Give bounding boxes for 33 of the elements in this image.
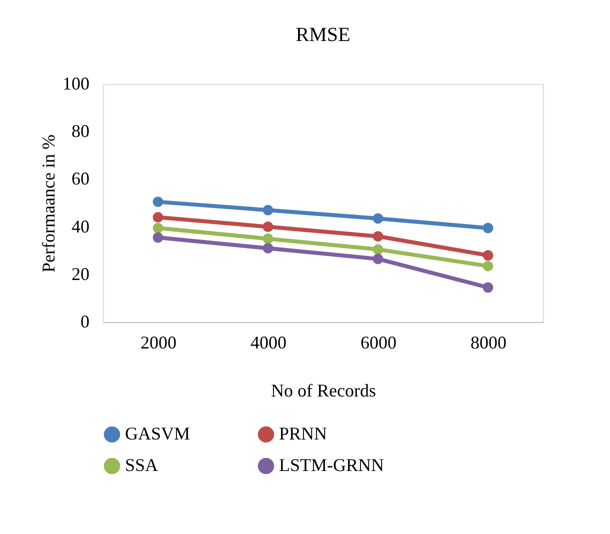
legend-label: PRNN bbox=[279, 423, 328, 444]
x-tick-label: 2000 bbox=[140, 332, 176, 352]
point bbox=[482, 250, 494, 261]
point bbox=[262, 242, 274, 254]
point bbox=[372, 213, 384, 224]
legend-label: LSTM-GRNN bbox=[279, 455, 384, 475]
point bbox=[482, 282, 494, 293]
point bbox=[372, 254, 384, 264]
x-tick-label: 6000 bbox=[360, 332, 396, 352]
point bbox=[262, 204, 274, 216]
legend-label: GASVM bbox=[125, 423, 190, 444]
point bbox=[482, 260, 494, 272]
point bbox=[152, 222, 164, 234]
legend-label: SSA bbox=[125, 455, 158, 475]
x-axis-title: No of Records bbox=[271, 380, 376, 400]
point bbox=[482, 222, 494, 234]
point bbox=[152, 212, 164, 223]
y-axis-title: Performaance in % bbox=[38, 134, 58, 272]
point bbox=[262, 233, 274, 244]
y-tick-label: 100 bbox=[62, 74, 90, 94]
chart-title: RMSE bbox=[296, 24, 350, 46]
y-tick-label: 60 bbox=[72, 168, 90, 189]
point bbox=[372, 244, 384, 255]
point bbox=[262, 222, 274, 232]
y-tick-label: 40 bbox=[72, 216, 90, 236]
point bbox=[152, 196, 164, 208]
point bbox=[372, 231, 384, 242]
point bbox=[152, 232, 164, 243]
x-tick-label: 4000 bbox=[250, 332, 286, 352]
x-tick-label: 8000 bbox=[470, 332, 506, 352]
y-tick-label: 80 bbox=[72, 121, 90, 142]
y-tick-label: 20 bbox=[72, 264, 90, 284]
y-tick-label: 0 bbox=[80, 312, 90, 332]
